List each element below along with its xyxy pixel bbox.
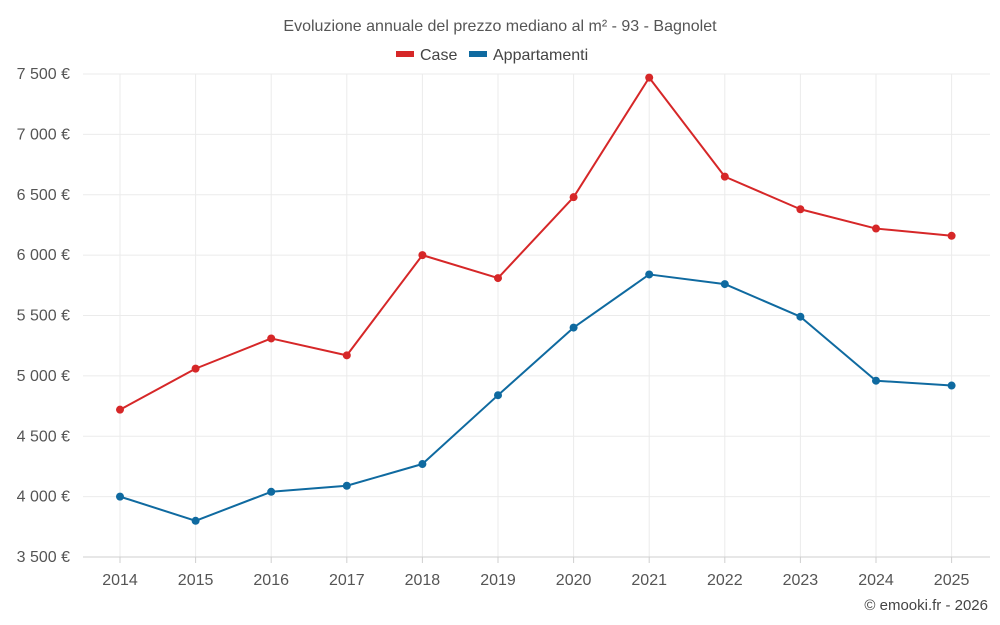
data-point-case[interactable] <box>645 73 654 82</box>
y-tick-label: 3 500 € <box>17 549 70 566</box>
x-tick-label: 2025 <box>934 572 970 589</box>
data-point-appartamenti[interactable] <box>720 280 729 289</box>
y-tick-label: 7 000 € <box>17 126 70 143</box>
data-point-case[interactable] <box>191 364 200 373</box>
data-point-case[interactable] <box>796 205 805 214</box>
x-tick-label: 2024 <box>858 572 894 589</box>
data-point-appartamenti[interactable] <box>418 460 427 469</box>
legend-label-case[interactable]: Case <box>420 47 457 64</box>
credit-text: © emooki.fr - 2026 <box>864 597 988 614</box>
data-point-appartamenti[interactable] <box>267 487 276 496</box>
data-point-case[interactable] <box>569 193 578 202</box>
x-tick-label: 2019 <box>480 572 516 589</box>
y-tick-label: 6 000 € <box>17 247 70 264</box>
legend-swatch-appartamenti <box>469 51 487 57</box>
data-point-case[interactable] <box>494 274 502 283</box>
x-tick-label: 2014 <box>102 572 138 589</box>
x-tick-label: 2016 <box>253 572 289 589</box>
data-point-appartamenti[interactable] <box>947 381 956 390</box>
y-axis: 3 500 € 4 000 € 4 500 € 5 000 € 5 500 € 6 000… <box>17 66 70 566</box>
x-tick-label: 2021 <box>631 572 667 589</box>
data-point-appartamenti[interactable] <box>191 516 200 525</box>
data-point-appartamenti[interactable] <box>645 270 654 279</box>
x-tick-label: 2018 <box>405 572 441 589</box>
y-tick-label: 7 500 € <box>17 66 70 83</box>
data-point-appartamenti[interactable] <box>569 323 578 332</box>
x-tick-label: 2017 <box>329 572 365 589</box>
series-layer <box>116 73 956 525</box>
data-point-case[interactable] <box>947 231 956 240</box>
data-point-case[interactable] <box>116 405 124 414</box>
legend-label-appartamenti[interactable]: Appartamenti <box>493 47 588 64</box>
data-point-appartamenti[interactable] <box>872 376 880 385</box>
data-point-appartamenti[interactable] <box>494 391 502 400</box>
data-point-appartamenti[interactable] <box>342 481 351 490</box>
data-point-appartamenti[interactable] <box>116 492 124 501</box>
x-tick-label: 2020 <box>556 572 592 589</box>
x-tick-label: 2022 <box>707 572 743 589</box>
y-tick-label: 4 500 € <box>17 428 70 445</box>
chart-title: Evoluzione annuale del prezzo mediano al… <box>283 18 717 35</box>
legend-swatch-case <box>396 51 414 57</box>
x-tick-label: 2015 <box>178 572 214 589</box>
series-line-appartamenti <box>119 273 952 522</box>
legend: Case Appartamenti <box>396 47 588 64</box>
data-point-case[interactable] <box>720 172 729 181</box>
data-point-case[interactable] <box>267 334 276 343</box>
y-tick-label: 5 000 € <box>17 368 70 385</box>
y-tick-label: 4 000 € <box>17 489 70 506</box>
x-tick-label: 2023 <box>783 572 819 589</box>
gridlines <box>83 73 990 558</box>
y-tick-label: 6 500 € <box>17 187 70 204</box>
data-point-case[interactable] <box>872 224 880 233</box>
x-axis: 2014 2015 2016 2017 2018 2019 2020 2021 2022 2023… <box>83 556 990 589</box>
data-point-appartamenti[interactable] <box>796 312 805 321</box>
data-point-case[interactable] <box>418 251 427 260</box>
data-point-case[interactable] <box>342 351 351 360</box>
y-tick-label: 5 500 € <box>17 308 70 325</box>
series-line-case <box>119 76 952 411</box>
